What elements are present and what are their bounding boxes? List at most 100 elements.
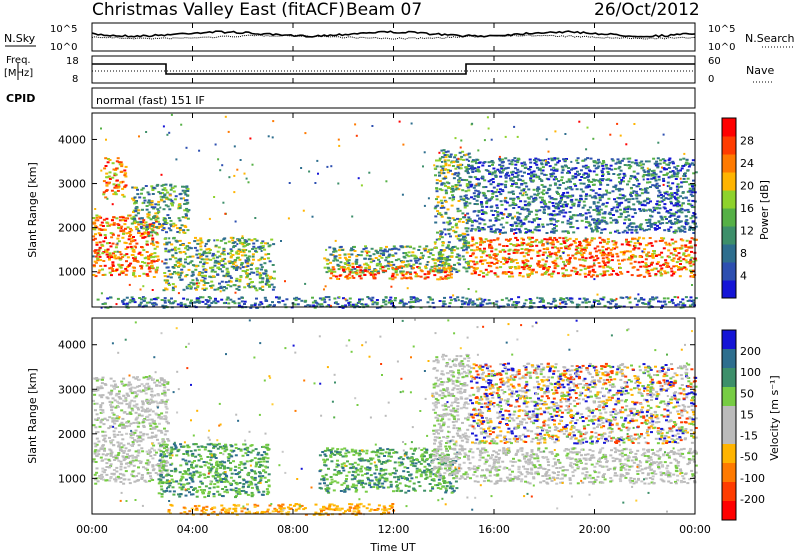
echo-noise	[441, 160, 443, 163]
echo-cell	[132, 248, 136, 251]
echo-cell	[584, 301, 588, 304]
echo-cell	[613, 305, 617, 308]
echo-cell	[665, 163, 669, 166]
echo-cell	[474, 184, 478, 187]
echo-cell	[630, 228, 634, 231]
echo-cell	[436, 201, 440, 204]
echo-cell	[99, 234, 103, 237]
echo-cell	[676, 205, 680, 208]
echo-cell	[687, 211, 691, 213]
echo-cell	[542, 208, 546, 211]
echo-cell	[683, 173, 686, 175]
echo-cell	[639, 297, 643, 299]
echo-cell	[297, 297, 301, 300]
echo-cell	[466, 153, 470, 156]
echo-cell	[125, 296, 129, 299]
echo-cell	[675, 173, 679, 176]
echo-cell	[378, 263, 382, 266]
echo-cell	[528, 273, 532, 275]
echo-cell	[93, 237, 97, 240]
echo-cell	[614, 241, 618, 244]
echo-cell	[574, 167, 578, 170]
echo-cell	[691, 269, 695, 272]
echo-cell	[628, 198, 632, 201]
echo-cell	[165, 243, 169, 246]
echo-cell	[232, 241, 236, 244]
echo-cell	[199, 239, 203, 242]
echo-cell	[542, 189, 546, 192]
echo-cell	[678, 204, 682, 207]
echo-noise	[637, 293, 640, 296]
echo-cell	[561, 193, 565, 196]
echo-cell	[200, 241, 204, 244]
echo-cell	[181, 185, 184, 188]
echo-cell	[348, 264, 352, 267]
echo-noise	[147, 235, 150, 237]
echo-cell	[569, 221, 573, 224]
echo-cell	[471, 303, 475, 306]
echo-cell	[653, 223, 657, 226]
echo-cell	[177, 205, 181, 208]
echo-cell	[264, 270, 268, 273]
echo-cell	[341, 249, 345, 251]
echo-cell	[444, 261, 448, 264]
echo-cell	[147, 199, 151, 202]
echo-cell	[118, 273, 121, 276]
power-colorbar-tick: 4	[740, 270, 747, 283]
echo-cell	[682, 177, 686, 180]
echo-cell	[412, 300, 415, 303]
echo-cell	[501, 231, 505, 234]
echo-cell	[313, 299, 317, 302]
echo-cell	[222, 247, 226, 250]
echo-cell	[150, 224, 154, 227]
echo-noise	[562, 252, 565, 254]
echo-cell	[465, 222, 469, 225]
echo-cell	[578, 179, 582, 181]
echo-cell	[497, 182, 501, 185]
echo-cell	[105, 221, 109, 224]
echo-cell	[394, 268, 398, 270]
echo-cell	[607, 306, 611, 309]
echo-cell	[694, 238, 698, 241]
echo-cell	[599, 208, 603, 211]
echo-cell	[423, 249, 427, 252]
echo-cell	[597, 222, 601, 225]
echo-cell	[611, 270, 615, 272]
echo-cell	[484, 212, 488, 215]
echo-cell	[382, 271, 386, 274]
echo-cell	[194, 236, 197, 239]
echo-noise	[168, 237, 171, 240]
echo-cell	[517, 265, 521, 268]
echo-cell	[489, 245, 493, 248]
echo-cell	[199, 255, 203, 258]
echo-cell	[339, 245, 343, 248]
echo-cell	[587, 185, 591, 188]
echo-cell	[152, 207, 156, 210]
echo-cell	[538, 266, 542, 268]
echo-cell	[648, 237, 652, 239]
echo-cell	[471, 236, 475, 239]
echo-cell	[237, 238, 241, 241]
echo-cell	[365, 254, 369, 257]
echo-cell	[119, 230, 123, 233]
echo-cell	[628, 219, 631, 221]
echo-cell	[676, 190, 680, 192]
echo-cell	[551, 241, 555, 244]
echo-cell	[214, 297, 217, 300]
echo-cell	[554, 198, 558, 201]
echo-cell	[515, 250, 519, 253]
echo-cell	[358, 264, 362, 267]
echo-cell	[156, 208, 160, 211]
echo-cell	[513, 228, 517, 231]
echo-cell	[339, 266, 343, 269]
echo-cell	[600, 196, 604, 199]
echo-cell	[183, 203, 187, 205]
echo-cell	[515, 176, 519, 178]
echo-cell	[618, 202, 622, 205]
echo-noise	[151, 289, 154, 291]
echo-cell	[266, 257, 270, 260]
echo-cell	[568, 247, 572, 250]
echo-cell	[564, 269, 568, 272]
echo-cell	[401, 270, 405, 273]
echo-cell	[356, 254, 360, 256]
